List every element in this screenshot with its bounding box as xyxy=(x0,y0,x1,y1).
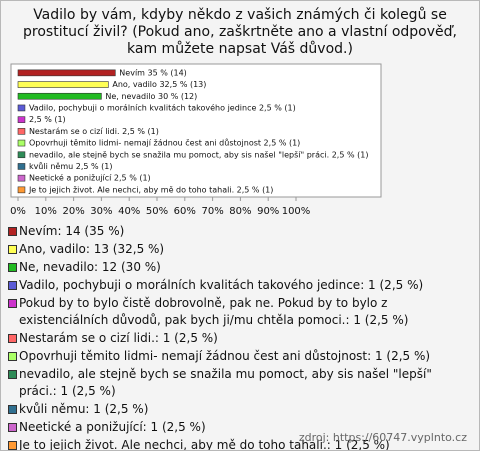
bar xyxy=(17,128,26,135)
bar xyxy=(17,104,26,112)
chart: 0% 10% 20% 30% 40% 50% 60% 70% 80% 90% 100% Nevím 3… xyxy=(10,63,382,217)
legend-label: Opovrhuji těmito lidmi- nemají žádnou če… xyxy=(19,349,431,363)
x-tick-label: 100% xyxy=(282,206,311,217)
legend-swatch xyxy=(8,441,17,450)
legend-item: Pokud by to bylo čistě dobrovolně, pak n… xyxy=(7,295,473,329)
x-tick-label: 90% xyxy=(257,206,279,217)
bar-label: Opovrhuji těmito lidmi- nemají žádnou če… xyxy=(29,138,300,148)
legend-swatch xyxy=(8,370,17,379)
x-tick-label: 80% xyxy=(229,206,251,217)
legend-label: Pokud by to bylo čistě dobrovolně, pak n… xyxy=(19,296,409,327)
legend-label: kvůli němu: 1 (2,5 %) xyxy=(19,402,149,416)
legend-label: Nevím: 14 (35 %) xyxy=(19,224,125,238)
legend-label: Nestarám se o cizí lidi.: 1 (2,5 %) xyxy=(19,331,218,345)
bar xyxy=(17,151,26,159)
bar-label: nevadilo, ale stejně bych se snažila mu … xyxy=(29,149,369,159)
bar-label: Neetické a ponižující 2,5 % (1) xyxy=(29,173,151,183)
legend-swatch xyxy=(8,423,17,432)
legend-swatch xyxy=(8,281,17,290)
x-tick-label: 50% xyxy=(146,206,168,217)
legend-swatch xyxy=(8,299,17,308)
bar xyxy=(17,163,26,170)
legend-label: Ne, nevadilo: 12 (30 %) xyxy=(19,260,161,274)
legend-item: Je to jejich život. Ale nechci, aby mě d… xyxy=(7,437,473,451)
legend-label: Je to jejich život. Ale nechci, aby mě d… xyxy=(19,438,390,451)
bar-label: kvůli němu 2,5 % (1) xyxy=(29,161,113,171)
legend-swatch xyxy=(8,227,17,236)
source: zdroj: https://60747.vyplnto.cz xyxy=(298,431,467,444)
legend-item: Opovrhuji těmito lidmi- nemají žádnou če… xyxy=(7,348,473,365)
legend-item: Ne, nevadilo: 12 (30 %) xyxy=(7,259,473,276)
legend-label: nevadilo, ale stejně bych se snažila mu … xyxy=(19,367,432,398)
legend-swatch xyxy=(8,334,17,343)
x-tick-label: 60% xyxy=(174,206,196,217)
bar-label: Vadilo, pochybuji o morálních kvalitách … xyxy=(29,102,296,112)
bar-label: Nevím 35 % (14) xyxy=(119,68,187,77)
bar-label: Ano, vadilo 32,5 % (13) xyxy=(112,80,206,89)
bar xyxy=(17,92,102,100)
legend-swatch xyxy=(8,352,17,361)
legend-item: Nestarám se o cizí lidi.: 1 (2,5 %) xyxy=(7,330,473,347)
legend-swatch xyxy=(8,245,17,254)
x-tick-label: 40% xyxy=(118,206,140,217)
legend-item: Vadilo, pochybuji o morálních kvalitách … xyxy=(7,277,473,294)
legend-item: nevadilo, ale stejně bych se snažila mu … xyxy=(7,366,473,400)
x-tick-label: 10% xyxy=(35,206,57,217)
bar-label: Je to jejich život. Ale nechci, aby mě d… xyxy=(28,185,273,194)
legend-label: Ano, vadilo: 13 (32,5 %) xyxy=(19,242,165,256)
legend-item: Ano, vadilo: 13 (32,5 %) xyxy=(7,241,473,258)
bar xyxy=(17,69,116,77)
bar-label: Nestarám se o cizí lidi. 2,5 % (1) xyxy=(29,127,159,136)
bar xyxy=(17,139,26,147)
bar-label: 2,5 % (1) xyxy=(29,115,66,124)
legend-swatch xyxy=(8,263,17,272)
legend-swatch xyxy=(8,405,17,414)
x-tick-label: 0% xyxy=(10,206,26,217)
x-tick-label: 20% xyxy=(62,206,84,217)
chart-title: Vadilo by vám, kdyby někdo z vašich znám… xyxy=(23,7,457,57)
legend-label: Neetické a ponižující: 1 (2,5 %) xyxy=(19,420,206,434)
bar-label: Ne, nevadilo 30 % (12) xyxy=(105,92,197,101)
bar xyxy=(17,81,109,88)
x-tick-label: 30% xyxy=(90,206,112,217)
bar xyxy=(17,174,26,182)
legend-item: Nevím: 14 (35 %) xyxy=(7,223,473,240)
legend-label: Vadilo, pochybuji o morálních kvalitách … xyxy=(19,278,424,292)
bar xyxy=(17,116,26,123)
legend-item: kvůli němu: 1 (2,5 %) xyxy=(7,401,473,418)
x-tick-label: 70% xyxy=(201,206,223,217)
bar xyxy=(17,186,26,194)
legend: Nevím: 14 (35 %) Ano, vadilo: 13 (32,5 %)… xyxy=(7,223,473,451)
legend-item: Neetické a ponižující: 1 (2,5 %) xyxy=(7,419,473,436)
